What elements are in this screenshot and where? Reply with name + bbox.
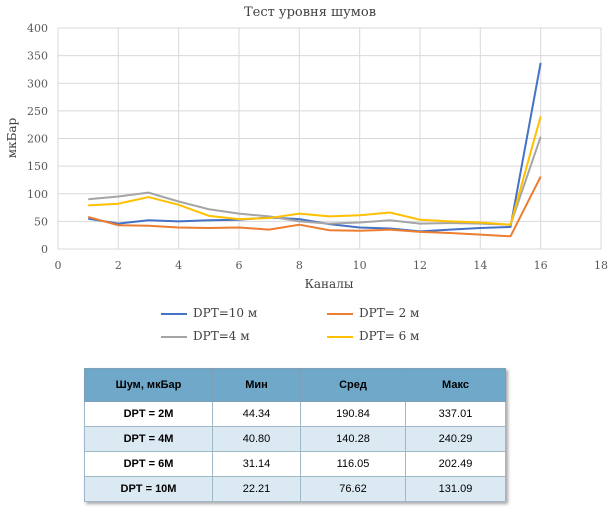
x-tick-label: 14: [473, 259, 487, 272]
table-header-max: Макс: [405, 368, 506, 402]
cell-max: 240.29: [405, 426, 506, 452]
y-tick-label: 100: [27, 188, 48, 201]
chart-title: Тест уровня шумов: [244, 5, 376, 20]
y-tick-label: 50: [34, 215, 48, 228]
table-header-row: Шум, мкБар Мин Сред Макс: [84, 368, 506, 402]
cell-avg: 76.62: [300, 476, 406, 502]
x-tick-labels: 0 2 4 6 8 10 12 14 16 18: [55, 259, 609, 272]
cell-min: 31.14: [212, 451, 301, 477]
row-label: DPT = 2М: [84, 401, 213, 427]
x-tick-label: 2: [115, 259, 122, 272]
y-tick-label: 350: [27, 50, 48, 63]
table-header-min: Мин: [212, 368, 301, 402]
y-tick-label: 200: [27, 133, 48, 146]
cell-min: 22.21: [212, 476, 301, 502]
y-tick-label: 300: [27, 77, 48, 90]
y-tick-label: 150: [27, 160, 48, 173]
row-label: DPT = 6М: [84, 451, 213, 477]
table-header-noise: Шум, мкБар: [84, 368, 213, 402]
x-tick-label: 18: [594, 259, 608, 272]
legend-swatch-dpt6: [327, 335, 353, 338]
series-line-2: [88, 136, 542, 226]
cell-avg: 140.28: [300, 426, 406, 452]
legend-item-dpt10: DPT=10 м: [161, 306, 257, 320]
legend-swatch-dpt10: [161, 312, 187, 315]
chart-series-lines: [87, 62, 542, 238]
table-row: DPT = 4М 40.80 140.28 240.29: [84, 426, 506, 452]
y-tick-label: 400: [27, 22, 48, 35]
series-line-0: [88, 62, 542, 233]
x-tick-label: 12: [413, 259, 427, 272]
legend-label-dpt4: DPT=4 м: [193, 329, 250, 343]
y-axis-label: мкБар: [5, 117, 19, 158]
series-line-3: [88, 116, 542, 226]
cell-max: 337.01: [405, 401, 506, 427]
cell-min: 44.34: [212, 401, 301, 427]
cell-min: 40.80: [212, 426, 301, 452]
cell-avg: 116.05: [300, 451, 406, 477]
row-label: DPT = 4М: [84, 426, 213, 452]
table-row: DPT = 2М 44.34 190.84 337.01: [84, 401, 506, 427]
legend-swatch-dpt4: [161, 335, 187, 338]
series-line-1: [87, 176, 542, 238]
legend-label-dpt2: DPT= 2 м: [359, 306, 420, 320]
legend-item-dpt6: DPT= 6 м: [327, 329, 419, 343]
x-tick-label: 16: [534, 259, 548, 272]
y-tick-label: 250: [27, 105, 48, 118]
legend-item-dpt2: DPT= 2 м: [327, 306, 419, 320]
table-header-avg: Сред: [300, 368, 406, 402]
y-tick-labels: 0 50 100 150 200 250 300 350 400: [27, 22, 48, 256]
legend-item-dpt4: DPT=4 м: [161, 329, 250, 343]
noise-level-chart: 0 2 4 6 8 10 12 14 16 18 0 50 100 150 200 250 300 350 400…: [5, 5, 609, 291]
cell-avg: 190.84: [300, 401, 406, 427]
table-row: DPT = 10М 22.21 76.62 131.09: [84, 476, 506, 502]
table-row: DPT = 6М 31.14 116.05 202.49: [84, 451, 506, 477]
x-tick-label: 10: [353, 259, 367, 272]
row-label: DPT = 10М: [84, 476, 213, 502]
legend-swatch-dpt2: [327, 312, 353, 315]
x-tick-label: 6: [236, 259, 243, 272]
x-tick-label: 0: [55, 259, 62, 272]
y-tick-label: 0: [41, 243, 48, 256]
x-axis-label: Каналы: [305, 277, 354, 291]
x-tick-label: 4: [175, 259, 182, 272]
legend-label-dpt6: DPT= 6 м: [359, 329, 420, 343]
x-tick-label: 8: [296, 259, 303, 272]
cell-max: 131.09: [405, 476, 506, 502]
noise-stats-table: Шум, мкБар Мин Сред Макс DPT = 2М 44.34 …: [84, 368, 506, 502]
legend-label-dpt10: DPT=10 м: [193, 306, 258, 320]
cell-max: 202.49: [405, 451, 506, 477]
